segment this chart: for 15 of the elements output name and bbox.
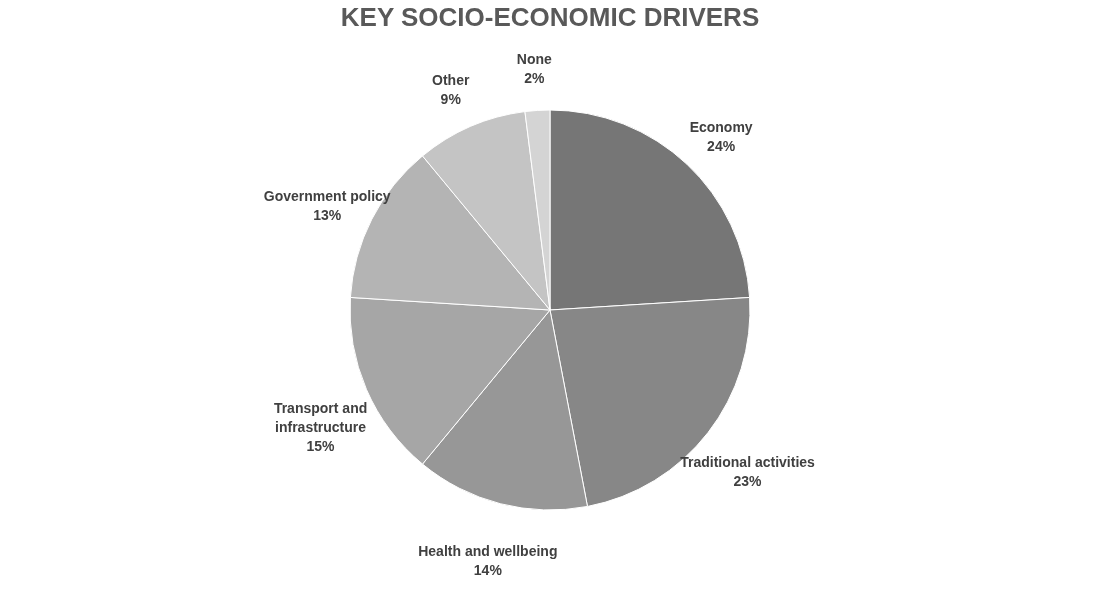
slice-label: Transport and infrastructure [273,400,368,436]
chart-title: KEY SOCIO-ECONOMIC DRIVERS [340,2,760,32]
data-label: 13% [313,206,342,223]
data-label: 9% [440,90,462,107]
slice-label: None [516,51,553,68]
data-label: 24% [707,137,736,154]
data-label: 15% [306,438,336,455]
data-label: 14% [473,562,503,579]
slice-label: Economy [689,118,753,135]
slice-label: Traditional activities [680,454,816,471]
data-label: 23% [733,473,763,490]
slice-label: Other [432,71,470,88]
slice-label: Health and wellbeing [418,543,558,560]
slice-label: Government policy [263,187,391,204]
data-label: 2% [524,70,545,87]
